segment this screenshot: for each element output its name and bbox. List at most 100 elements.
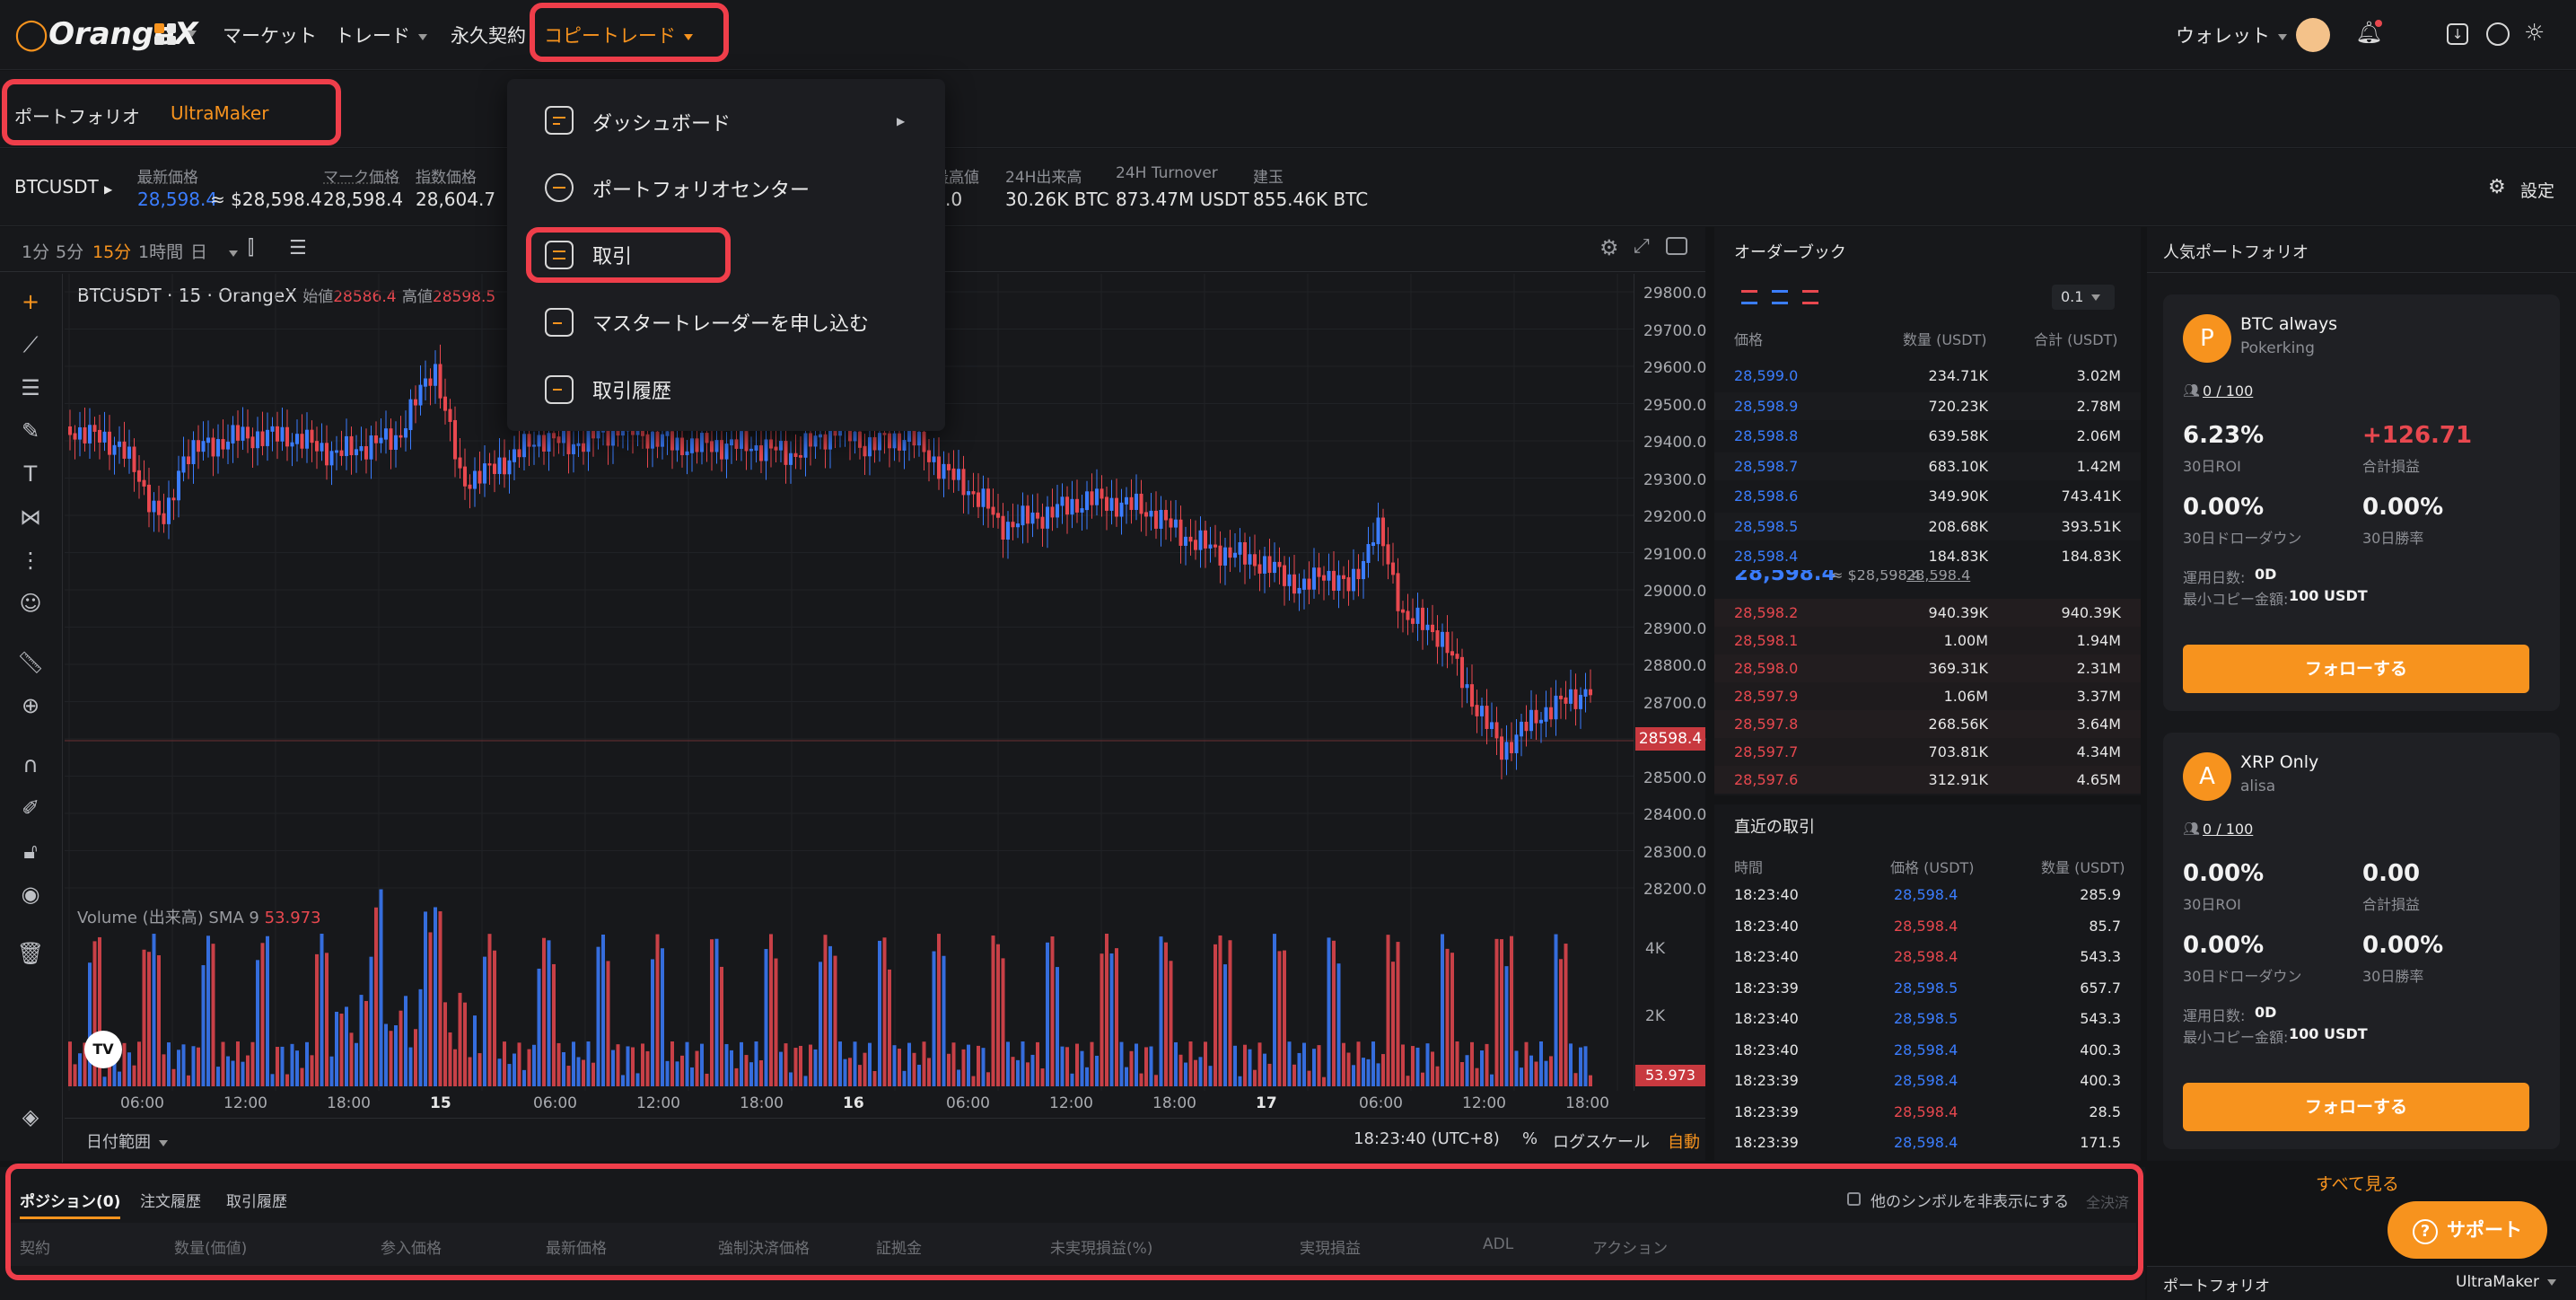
nav-perpetual[interactable]: 永久契約 bbox=[451, 25, 526, 47]
volume-bar bbox=[1559, 959, 1563, 1086]
tf-15m[interactable]: 15分 bbox=[92, 242, 132, 262]
tf-5m[interactable]: 5分 bbox=[56, 242, 84, 262]
camera-icon[interactable] bbox=[1666, 237, 1687, 255]
portfolio-card[interactable]: P BTC always Pokerking 👥︎ 0 / 100 6.23% 30日ROI… bbox=[2163, 294, 2560, 711]
footer-portfolio-select[interactable]: UltraMaker bbox=[2456, 1273, 2557, 1291]
tf-1h[interactable]: 1時間 bbox=[138, 242, 184, 262]
emoji-icon[interactable]: ☺ bbox=[19, 591, 42, 616]
apps-menu[interactable] bbox=[180, 22, 197, 43]
candle-body bbox=[1208, 544, 1213, 549]
orderbook-ask-row[interactable]: 28,598.9 720.23K 2.78M bbox=[1714, 391, 2141, 420]
orderbook-bid-row[interactable]: 28,597.9 1.06M 3.37M bbox=[1714, 682, 2141, 710]
tab-order-history[interactable]: 注文履歴 bbox=[140, 1193, 201, 1211]
volume-bar bbox=[819, 962, 822, 1086]
nav-copy-trade[interactable]: コピートレード bbox=[544, 22, 693, 48]
volume-bar bbox=[241, 1061, 245, 1086]
logo[interactable]: ◯OrangeX bbox=[14, 16, 198, 52]
brush-icon[interactable]: ✎ bbox=[21, 418, 40, 444]
tab-positions[interactable]: ポジション(0) bbox=[20, 1189, 121, 1219]
orderbook-ask-row[interactable]: 28,599.0 234.71K 3.02M bbox=[1714, 362, 2141, 390]
orderbook-ask-row[interactable]: 28,598.7 683.10K 1.42M bbox=[1714, 452, 2141, 480]
settings-gear-icon[interactable]: ⚙ bbox=[2488, 176, 2506, 198]
bell-icon[interactable]: 🔔︎ bbox=[2355, 20, 2383, 45]
pattern-icon[interactable]: ⋈ bbox=[20, 505, 41, 530]
nav-trade[interactable]: トレード bbox=[335, 22, 427, 48]
crosshair-icon[interactable]: + bbox=[21, 289, 40, 314]
lock-drawing-icon[interactable]: ✐ bbox=[21, 795, 40, 821]
tf-more-icon[interactable] bbox=[221, 244, 238, 261]
hide-symbols-checkbox[interactable] bbox=[1847, 1192, 1861, 1206]
orderbook-ask-row[interactable]: 28,598.5 208.68K 393.51K bbox=[1714, 512, 2141, 540]
eye-icon[interactable]: ◉ bbox=[21, 882, 40, 907]
portfolio-card[interactable]: A XRP Only alisa 👥︎ 0 / 100 0.00% 30日ROI 0.00 合計… bbox=[2163, 733, 2560, 1149]
book-asks-icon[interactable] bbox=[1802, 290, 1818, 304]
follow-button[interactable]: フォローする bbox=[2183, 645, 2529, 693]
price-step-select[interactable]: 0.1 bbox=[2052, 285, 2115, 310]
tab-trade-history[interactable]: 取引履歴 bbox=[226, 1193, 287, 1211]
zoom-in-icon[interactable]: ⊕ bbox=[21, 693, 40, 718]
see-all-link[interactable]: すべて見る bbox=[2316, 1174, 2399, 1194]
orderbook-bid-row[interactable]: 28,598.1 1.00M 1.94M bbox=[1714, 627, 2141, 654]
tf-1m[interactable]: 1分 bbox=[22, 242, 50, 262]
nav-market[interactable]: マーケット bbox=[223, 25, 317, 47]
volume-bar bbox=[1549, 1056, 1553, 1086]
portfolio-avatar: A bbox=[2183, 752, 2231, 801]
menu-trade-history[interactable]: 取引履歴 bbox=[592, 381, 672, 403]
support-button[interactable]: ? サポート bbox=[2388, 1201, 2547, 1259]
nav-wallet[interactable]: ウォレット bbox=[2176, 22, 2287, 48]
orderbook-bid-row[interactable]: 28,597.8 268.56K 3.64M bbox=[1714, 710, 2141, 738]
portfolio-trader-name[interactable]: UltraMaker bbox=[171, 102, 269, 124]
volume-bar bbox=[947, 1053, 951, 1086]
orderbook-bid-row[interactable]: 28,598.2 940.39K 940.39K bbox=[1714, 599, 2141, 627]
menu-apply-master-trader[interactable]: マスタートレーダーを申し込む bbox=[592, 313, 870, 336]
orderbook-bid-row[interactable]: 28,597.6 312.91K 4.65M bbox=[1714, 766, 2141, 794]
date-range-button[interactable]: 日付範囲 bbox=[86, 1129, 168, 1153]
orderbook-ask-row[interactable]: 28,598.6 349.90K 743.41K bbox=[1714, 482, 2141, 510]
tradingview-logo[interactable]: TV bbox=[84, 1031, 122, 1068]
avatar[interactable] bbox=[2296, 18, 2330, 52]
candle-body bbox=[1366, 544, 1371, 563]
ruler-icon[interactable]: 📏︎ bbox=[16, 650, 45, 675]
close-all-button[interactable]: 全決済 bbox=[2086, 1194, 2130, 1211]
forecast-icon[interactable]: ⋮ bbox=[20, 548, 41, 573]
follow-button[interactable]: フォローする bbox=[2183, 1083, 2529, 1131]
volume-bar bbox=[1485, 1043, 1489, 1086]
layers-icon[interactable]: ◈ bbox=[22, 1104, 39, 1129]
orderbook-ask-row[interactable]: 28,598.4 184.83K 184.83K bbox=[1714, 542, 2141, 570]
fullscreen-icon[interactable]: ⤢ bbox=[1634, 235, 1650, 258]
price-chart[interactable] bbox=[65, 274, 1634, 1091]
settings-label[interactable]: 設定 bbox=[2520, 181, 2555, 201]
text-icon[interactable]: T bbox=[23, 461, 38, 487]
globe-icon[interactable] bbox=[2486, 22, 2510, 46]
book-both-icon[interactable] bbox=[1741, 290, 1757, 304]
lock-icon[interactable]: 🔓︎ bbox=[23, 839, 38, 864]
apps-grid-icon[interactable] bbox=[154, 23, 176, 45]
trendline-icon[interactable]: ⟋ bbox=[22, 332, 39, 357]
candle-body bbox=[280, 426, 285, 442]
log-scale-toggle[interactable]: ログスケール bbox=[1553, 1133, 1650, 1152]
volume-bar bbox=[522, 1069, 526, 1086]
price-tick: 28400.0 bbox=[1643, 806, 1707, 824]
menu-trade[interactable]: 取引 bbox=[592, 246, 633, 268]
menu-portfolio-center[interactable]: ポートフォリオセンター bbox=[592, 180, 810, 202]
auto-scale-toggle[interactable]: 自動 bbox=[1668, 1133, 1700, 1152]
theme-sun-icon[interactable]: ☼ bbox=[2524, 20, 2545, 47]
tf-1d[interactable]: 日 bbox=[190, 242, 208, 262]
book-bids-icon[interactable] bbox=[1772, 290, 1788, 304]
volume-bar bbox=[1336, 963, 1341, 1086]
chart-settings-icon[interactable]: ⚙ bbox=[1599, 235, 1619, 260]
orderbook-bid-row[interactable]: 28,598.0 369.31K 2.31M bbox=[1714, 654, 2141, 682]
volume-bar bbox=[177, 1050, 180, 1086]
magnet-icon[interactable]: ∩ bbox=[22, 752, 39, 777]
symbol-selector[interactable]: BTCUSDT ▶ bbox=[14, 176, 113, 198]
orderbook-ask-row[interactable]: 28,598.8 639.58K 2.06M bbox=[1714, 422, 2141, 450]
percent-toggle[interactable]: % bbox=[1522, 1129, 1538, 1148]
candle-type-icon[interactable]: ⫿ bbox=[248, 237, 255, 259]
horizontal-lines-icon[interactable]: ☰ bbox=[21, 375, 40, 400]
volume-bar bbox=[641, 1043, 644, 1086]
menu-dashboard[interactable]: ダッシュボード bbox=[592, 113, 732, 136]
trash-icon[interactable]: 🗑︎ bbox=[16, 941, 45, 966]
orderbook-bid-row[interactable]: 28,597.7 703.81K 4.34M bbox=[1714, 738, 2141, 766]
download-icon[interactable]: ↓ bbox=[2447, 23, 2468, 45]
indicators-icon[interactable]: ☰ bbox=[289, 237, 307, 259]
